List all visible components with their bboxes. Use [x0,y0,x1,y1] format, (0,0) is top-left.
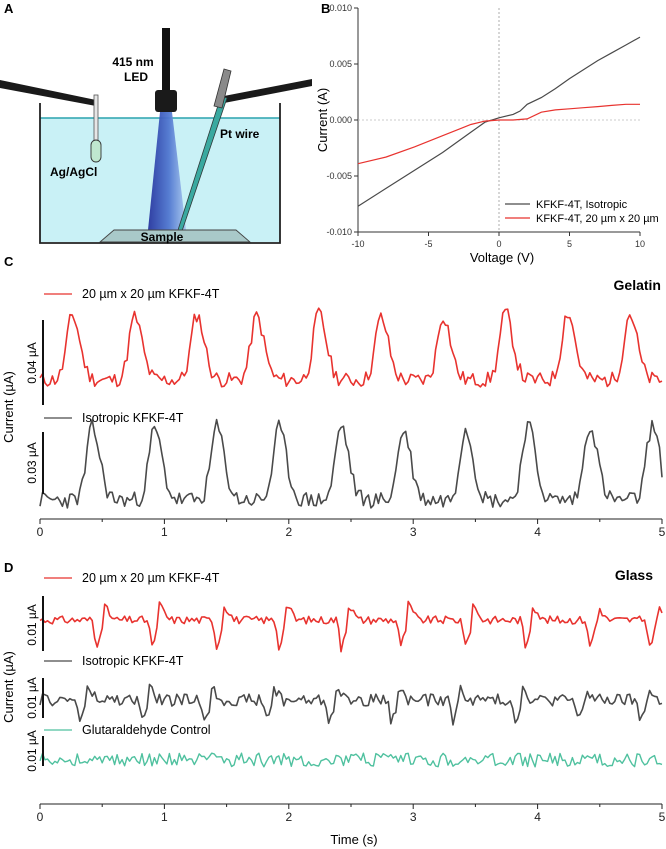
gelatin-time-axis-tick-label: 5 [659,525,666,539]
gelatin-time-axis-tick-label: 1 [161,525,168,539]
gelatin-scale-label-isotropic: 0.03 µA [25,442,39,484]
gelatin-legend-isotropic: Isotropic KFKF-4T [82,411,184,425]
panel-a: A 415 nm LED Pt wire Ag/AgCl [0,1,312,244]
glass-scale-label-patterned: 0.01 µA [25,604,39,646]
legend-label-isotropic: KFKF-4T, Isotropic [536,199,628,211]
iv-y-tick-label: 0.000 [329,115,352,125]
iv-x-tick-label: 10 [635,239,645,249]
glass-time-axis-tick-label: 4 [534,810,541,824]
iv-y-tick-label: -0.005 [326,171,352,181]
glass-time-axis-tick-label: 1 [161,810,168,824]
glass-time-axis-tick-label: 3 [410,810,417,824]
glass-time-axis-tick-label: 2 [285,810,292,824]
reference-electrode-stem [93,94,99,146]
glass-trace-control [39,752,663,768]
left-holder-arm [0,80,96,106]
glass-time-axis-tick-label: 0 [37,810,44,824]
iv-series-patterned [357,103,640,165]
iv-x-tick-label: -5 [424,239,432,249]
reference-electrode-label: Ag/AgCl [50,165,97,179]
iv-y-axis-label: Current (A) [315,88,330,152]
led-label: LED [124,70,148,84]
beaker [39,103,281,244]
panel-a-label: A [4,1,14,16]
iv-x-tick-label: -10 [351,239,364,249]
reference-electrode-icon [90,139,102,163]
gelatin-legend-patterned: 20 µm x 20 µm KFKF-4T [82,287,220,301]
gelatin-title: Gelatin [614,277,661,293]
gelatin-time-axis: 0 1 2 3 4 5 [37,518,666,539]
glass-legend-control: Glutaraldehyde Control [82,723,211,737]
iv-y-tick-label: -0.010 [326,227,352,237]
glass-scale-label-control: 0.01 µA [25,730,39,772]
sample-label: Sample [141,230,184,244]
gelatin-time-axis-tick-label: 0 [37,525,44,539]
glass-legend-isotropic: Isotropic KFKF-4T [82,654,184,668]
gelatin-time-axis-tick-label: 4 [534,525,541,539]
glass-title: Glass [615,567,653,583]
glass-trace-isotropic [39,683,663,726]
sample-substrate [98,229,252,243]
glass-time-axis: 0 1 2 3 4 5 [37,803,666,824]
iv-x-tick-label: 5 [567,239,572,249]
led-icon [155,90,177,112]
right-holder-arm [224,79,312,103]
gelatin-time-axis-tick-label: 2 [285,525,292,539]
glass-time-axis-tick-label: 5 [659,810,666,824]
iv-y-tick-label: 0.010 [329,3,352,13]
legend-label-patterned: KFKF-4T, 20 µm x 20 µm [536,213,659,225]
iv-x-tick-label: 0 [496,239,501,249]
panel-c-label: C [4,254,14,269]
iv-x-axis-label: Voltage (V) [470,250,534,265]
panel-b: B -10 -5 0 5 10 -0.010 -0.005 0.000 0.005 0.010 V… [315,1,659,265]
panel-d-label: D [4,560,13,575]
led-stem [162,28,170,92]
iv-legend: KFKF-4T, Isotropic KFKF-4T, 20 µm x 20 µ… [505,199,659,225]
glass-y-axis-label: Current (µA) [1,651,16,723]
glass-trace-patterned [39,600,663,653]
gelatin-trace-isotropic [39,418,663,509]
glass-legend-patterned: 20 µm x 20 µm KFKF-4T [82,571,220,585]
gelatin-time-axis-tick-label: 3 [410,525,417,539]
panel-c: C Gelatin 20 µm x 20 µm KFKF-4T Isotropi… [1,254,666,539]
gelatin-trace-patterned [39,307,663,388]
iv-plot: -10 -5 0 5 10 -0.010 -0.005 0.000 0.005 0.010 [326,3,645,249]
glass-x-axis-label: Time (s) [330,832,377,847]
gelatin-scale-label-patterned: 0.04 µA [25,342,39,384]
gelatin-traces [39,307,663,509]
panel-d: D Glass 20 µm x 20 µm KFKF-4T Isotropic … [1,560,666,847]
iv-y-tick-label: 0.005 [329,59,352,69]
gelatin-y-axis-label: Current (µA) [1,371,16,443]
panel-b-label: B [321,1,330,16]
led-wavelength-label: 415 nm [112,55,153,69]
pt-wire-label: Pt wire [220,127,260,141]
light-beam [148,112,186,230]
iv-series-isotropic [357,36,641,207]
glass-scale-label-isotropic: 0.01 µA [25,677,39,719]
glass-traces [39,600,663,768]
pt-wire-holder [213,68,232,109]
